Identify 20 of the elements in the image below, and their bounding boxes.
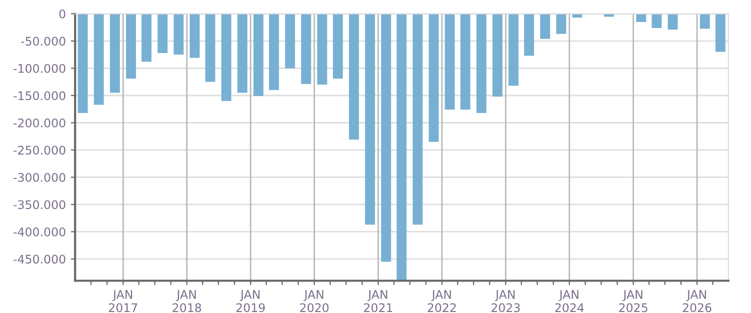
x-tick-label: JAN 2023 — [492, 290, 520, 312]
x-tick-label: JAN 2017 — [108, 290, 138, 312]
y-tick-label: -300.000 — [14, 172, 66, 182]
x-tick-label: JAN 2018 — [172, 290, 202, 312]
x-tick-label: JAN 2019 — [236, 290, 265, 312]
x-tick-label: JAN 2022 — [428, 290, 456, 312]
y-tick-label: -350.000 — [14, 200, 66, 210]
y-tick-label: -50.000 — [21, 36, 66, 46]
y-tick-label: -400.000 — [14, 227, 66, 236]
y-tick-label: -150.000 — [14, 91, 66, 100]
y-tick-label: -250.000 — [14, 146, 66, 155]
x-tick-label: JAN 2025 — [619, 290, 648, 312]
y-tick-label: -100.000 — [14, 64, 66, 73]
x-tick-label: JAN 2020 — [300, 290, 329, 312]
x-tick-label: JAN 2024 — [555, 290, 584, 312]
y-tick-label: -450.000 — [14, 254, 66, 264]
x-tick-label: JAN 2026 — [682, 290, 712, 312]
y-tick-label: 0 — [59, 9, 66, 18]
x-tick-label: JAN 2021 — [364, 290, 392, 312]
y-tick-label: -200.000 — [14, 118, 66, 128]
